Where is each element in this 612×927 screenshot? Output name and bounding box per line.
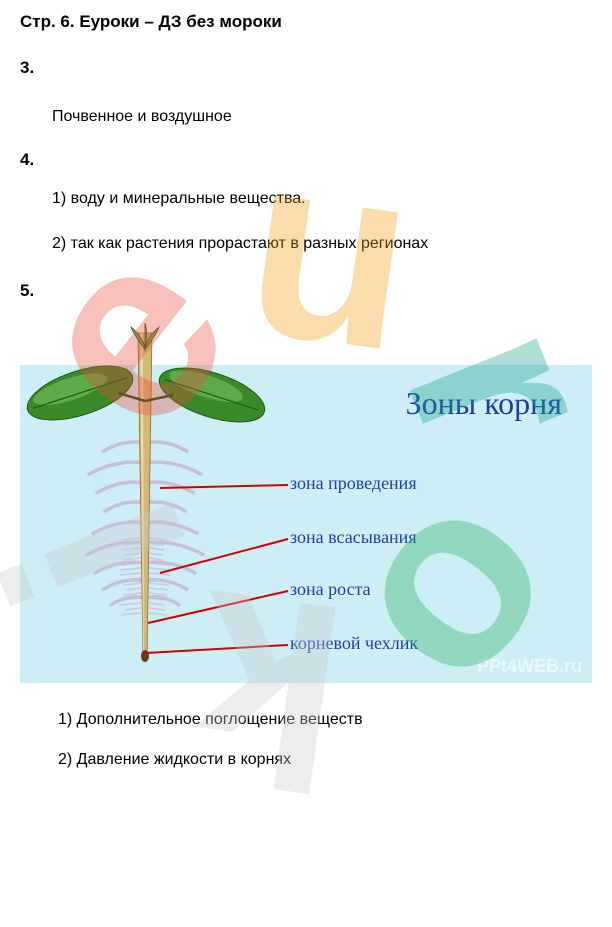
plant-illustration — [20, 313, 592, 683]
label-kornevoy-chehlik: корневой чехлик — [290, 633, 418, 654]
section-5-number: 5. — [0, 263, 612, 305]
label-zona-provedeniya: зона проведения — [290, 473, 417, 494]
section-5-item-1: 1) Дополнительное поглощение веществ — [0, 697, 612, 737]
page-title: Стр. 6. Еуроки – ДЗ без мороки — [0, 0, 612, 40]
section-4-number: 4. — [0, 132, 612, 174]
ppt4web-attribution: PPt4WEB.ru — [477, 656, 582, 677]
section-4-item-2: 2) так как растения прорастают в разных … — [0, 219, 612, 263]
section-4-item-1: 1) воду и минеральные вещества. — [0, 174, 612, 218]
diagram-title: Зоны корня — [406, 385, 562, 422]
section-3-number: 3. — [0, 40, 612, 82]
label-zona-rosta: зона роста — [290, 579, 371, 600]
root-zones-diagram: Зоны корня зона проведения зона всасыван… — [20, 313, 592, 683]
label-zona-vsasyvaniya: зона всасывания — [290, 527, 417, 548]
section-3-answer: Почвенное и воздушное — [0, 82, 612, 132]
section-5-item-2: 2) Давление жидкости в корнях — [0, 737, 612, 777]
